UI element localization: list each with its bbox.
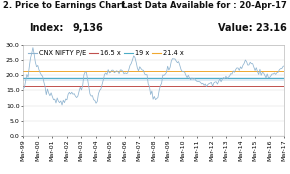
Text: Value: 23.16: Value: 23.16 — [218, 23, 287, 33]
Legend: CNX NIFTY P/E, 16.5 x, 19 x, 21.4 x: CNX NIFTY P/E, 16.5 x, 19 x, 21.4 x — [26, 49, 186, 57]
Bar — [23, 77, 284, 81]
Text: Last Data Available for : 20-Apr-17: Last Data Available for : 20-Apr-17 — [122, 1, 287, 10]
Text: Index:: Index: — [29, 23, 64, 33]
Text: 9,136: 9,136 — [72, 23, 103, 33]
Text: 2. Price to Earnings Chart: 2. Price to Earnings Chart — [3, 1, 125, 10]
